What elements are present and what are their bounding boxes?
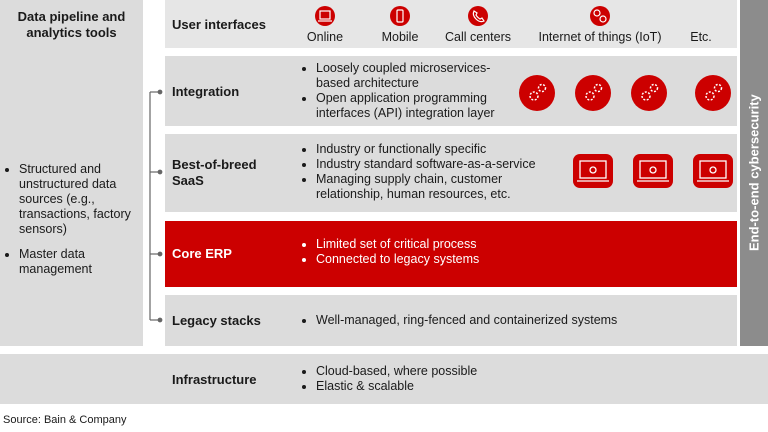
infrastructure: Infrastructure Cloud-based, where possib… — [0, 354, 768, 404]
layer-core-erp: Core ERP Limited set of critical process… — [165, 221, 737, 287]
layer-label: Best-of-breed SaaS — [172, 157, 257, 188]
saas-icons — [573, 154, 733, 188]
bullet: Industry standard software-as-a-service — [316, 157, 561, 172]
layer-label: Legacy stacks — [172, 313, 261, 328]
bullet: Industry or functionally specific — [316, 142, 561, 157]
bullet: Managing supply chain, customer relation… — [316, 172, 561, 202]
channel-label: Internet of things (IoT) — [538, 30, 662, 44]
integration-icons — [519, 75, 731, 111]
channel-icons — [315, 6, 610, 26]
bullet: Connected to legacy systems — [316, 252, 616, 267]
left-panel: Data pipeline and analytics tools Struct… — [0, 0, 143, 346]
layer-saas: Best-of-breed SaaS Industry or functiona… — [165, 134, 737, 212]
channel-label: Mobile — [381, 30, 419, 44]
bullet: Loosely coupled microservices-based arch… — [316, 61, 516, 91]
channel-label: Online — [306, 30, 344, 44]
bullet: Limited set of critical process — [316, 237, 616, 252]
layer-bullets: Limited set of critical process Connecte… — [305, 237, 616, 267]
layer-integration: Integration Loosely coupled microservice… — [165, 56, 737, 126]
panel-title: Data pipeline and analytics tools — [17, 9, 126, 40]
cybersecurity-bar: End-to-end cybersecurity — [740, 0, 768, 346]
cybersecurity-label: End-to-end cybersecurity — [746, 94, 762, 252]
layer-label: Integration — [172, 84, 240, 99]
connector — [149, 89, 163, 323]
channel-label: Call centers — [445, 30, 511, 44]
panel-list: Structured and unstructured data sources… — [8, 162, 141, 277]
layer-bullets: Industry or functionally specific Indust… — [305, 142, 561, 202]
panel-item: Structured and unstructured data sources… — [19, 162, 141, 237]
bullet: Open application programming interfaces … — [316, 91, 516, 121]
layer-label: Core ERP — [172, 246, 232, 261]
layer-label: User interfaces — [172, 17, 266, 32]
bullet: Elastic & scalable — [316, 379, 616, 394]
layer-user-interfaces: User interfaces Online Mobile Call cente… — [165, 0, 737, 48]
layer-bullets: Well-managed, ring-fenced and containeri… — [305, 313, 736, 328]
source: Source: Bain & Company — [3, 414, 127, 426]
bullet: Well-managed, ring-fenced and containeri… — [316, 313, 736, 328]
layer-bullets: Loosely coupled microservices-based arch… — [305, 61, 516, 121]
panel-item: Master data management — [19, 247, 141, 277]
bullet: Cloud-based, where possible — [316, 364, 616, 379]
channel-label: Etc. — [690, 30, 712, 44]
infrastructure-bullets: Cloud-based, where possible Elastic & sc… — [305, 364, 616, 394]
layer-legacy: Legacy stacks Well-managed, ring-fenced … — [165, 295, 737, 346]
infrastructure-label: Infrastructure — [172, 372, 257, 387]
